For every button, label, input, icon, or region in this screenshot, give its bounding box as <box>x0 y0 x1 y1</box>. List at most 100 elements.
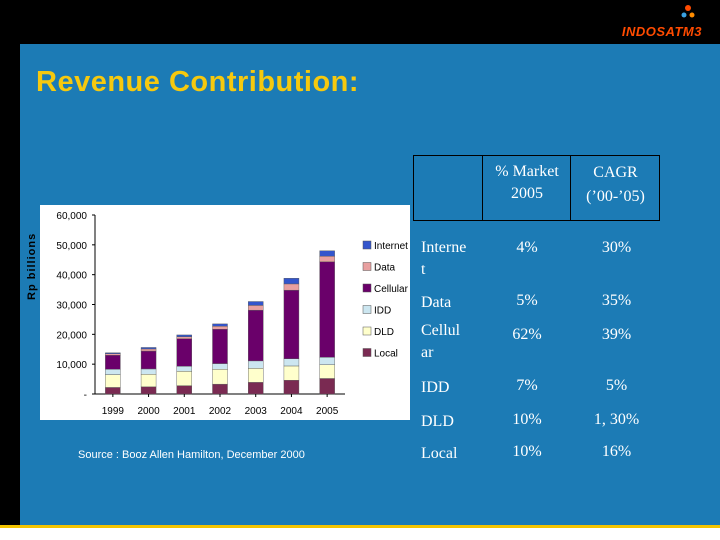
row-cagr: 39% <box>601 326 632 343</box>
legend-label: Internet <box>374 241 408 252</box>
logo-text: INDOSATM3 <box>621 23 702 39</box>
top-bar <box>0 0 720 44</box>
bar-segment-idd <box>212 363 228 370</box>
table-header-blank <box>413 155 483 221</box>
row-market: 5% <box>516 292 538 309</box>
y-tick-label: 20,000 <box>56 330 87 341</box>
bar-segment-cellular <box>248 309 264 362</box>
header-cagr-line1: CAGR <box>593 164 638 181</box>
bar-segment-cellular <box>105 355 121 370</box>
revenue-stacked-bar-chart: - 10,000 20,000 30,000 40,000 50,000 60,000 199… <box>56 211 409 417</box>
row-name-line: ar <box>421 344 434 361</box>
row-name: IDD <box>421 379 450 396</box>
header-market-line1: % Market <box>495 163 559 180</box>
y-tick-label: 40,000 <box>56 271 87 282</box>
row-name-line: Cellul <box>421 322 461 339</box>
bar-segment-internet <box>212 323 228 327</box>
x-tick-label: 2003 <box>245 406 268 417</box>
footer-bar <box>0 528 720 540</box>
bar-segment-internet <box>248 301 264 306</box>
legend-label: Data <box>374 263 396 274</box>
bar-segment-data <box>248 305 264 311</box>
bar-segment-dld <box>283 365 300 381</box>
bar-segment-idd <box>248 360 264 369</box>
row-name-line: t <box>421 261 426 278</box>
bar-segment-local <box>140 386 157 395</box>
indosat-logo: INDOSATM3 <box>621 5 702 40</box>
row-cagr: 1, 30% <box>593 411 640 428</box>
row-market: 7% <box>516 377 538 394</box>
row-cagr: 35% <box>601 292 632 309</box>
row-name: Cellul ar <box>421 320 481 364</box>
bar-segment-internet <box>176 334 192 337</box>
bar-segment-idd <box>140 368 157 375</box>
row-name-line: Interne <box>421 239 467 256</box>
bar-segment-idd <box>176 366 192 372</box>
bar-segment-cellular <box>283 289 300 359</box>
bar-segment-cellular <box>319 261 335 358</box>
bar-segment-internet <box>140 347 157 350</box>
bar-segment-data <box>176 336 192 340</box>
row-cagr: 30% <box>601 239 632 256</box>
bar-segment-local <box>248 382 264 395</box>
bar-segment-cellular <box>140 350 157 370</box>
row-market: 4% <box>516 239 538 256</box>
legend-swatch-dld <box>362 326 372 336</box>
source-note: Source : Booz Allen Hamilton, December 2… <box>78 449 305 461</box>
row-name: Local <box>421 445 458 462</box>
bar-segment-local <box>212 383 228 395</box>
table-header-box <box>413 155 660 221</box>
header-cagr-line2: (’00-’05) <box>586 188 645 205</box>
header-market-line2: 2005 <box>511 185 543 202</box>
legend-label: Local <box>374 349 398 360</box>
bar-segment-dld <box>105 374 121 388</box>
bar-segment-internet <box>283 278 300 285</box>
bar-segment-dld <box>140 374 157 388</box>
row-market: 62% <box>512 326 542 343</box>
bar-segment-local <box>105 387 121 395</box>
row-name: DLD <box>421 413 454 430</box>
y-tick-label: 30,000 <box>56 301 87 312</box>
bar-segment-dld <box>176 371 192 386</box>
bar-segment-cellular <box>212 329 228 364</box>
bar-segment-internet <box>105 352 121 354</box>
row-cagr: 16% <box>601 443 632 460</box>
x-tick-label: 2004 <box>280 406 303 417</box>
bar-segment-dld <box>212 369 228 385</box>
bar-segment-local <box>319 378 335 395</box>
legend-swatch-cellular <box>362 283 372 293</box>
logo-dots-icon <box>681 5 695 18</box>
legend-label: Cellular <box>374 284 409 295</box>
bar-segment-data <box>105 353 121 356</box>
x-tick-label: 2002 <box>209 406 232 417</box>
legend-swatch-idd <box>362 305 372 314</box>
y-tick-label: 50,000 <box>56 241 87 252</box>
x-tick-label: 2005 <box>316 406 339 417</box>
bar-segment-data <box>319 255 335 263</box>
bar-segment-dld <box>248 368 264 383</box>
bar-segment-local <box>176 385 192 395</box>
footer-accent <box>0 525 720 528</box>
bar-segment-cellular <box>176 338 192 367</box>
bar-segment-dld <box>319 364 335 379</box>
row-market: 10% <box>512 443 542 460</box>
slide-title: Revenue Contribution: <box>36 66 360 98</box>
y-tick-label: 60,000 <box>56 211 87 222</box>
y-axis-label: Rp billions <box>26 232 38 300</box>
legend-swatch-data <box>362 262 372 271</box>
header-market: % Market 2005 <box>483 161 571 225</box>
table-header-separator <box>570 155 571 221</box>
bar-segment-data <box>212 326 228 330</box>
bar-segment-idd <box>283 358 300 367</box>
header-cagr: CAGR (’00-’05) <box>571 161 660 225</box>
row-market: 10% <box>512 411 542 428</box>
bar-segment-idd <box>105 369 121 375</box>
x-tick-label: 2000 <box>137 406 160 417</box>
bar-segment-data <box>140 348 157 352</box>
bar-segment-internet <box>319 250 335 257</box>
bar-segment-local <box>283 380 300 395</box>
row-cagr: 5% <box>605 377 628 394</box>
left-bar <box>0 0 20 540</box>
y-tick-label: 10,000 <box>56 360 87 371</box>
legend-label: DLD <box>374 327 394 338</box>
